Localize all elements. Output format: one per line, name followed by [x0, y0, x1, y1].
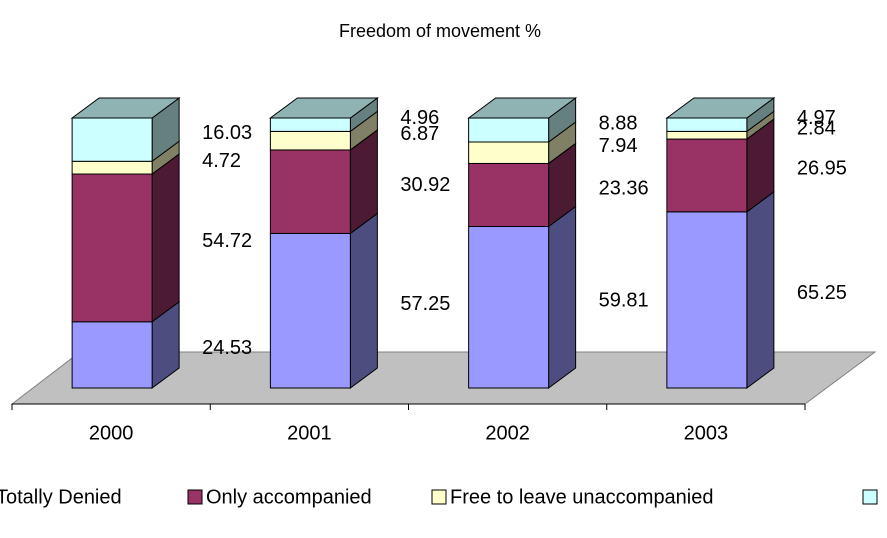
bar — [666, 117, 748, 132]
bar — [71, 173, 153, 323]
data-label: 6.87 — [400, 123, 439, 145]
legend-label: Free to leave unaccompanied — [450, 486, 714, 508]
bar-top — [467, 97, 578, 119]
x-tick-label: 2001 — [287, 422, 332, 444]
data-label: 24.53 — [202, 337, 252, 359]
data-label: 4.96 — [400, 107, 439, 129]
data-label: 23.36 — [599, 177, 649, 199]
bar-side — [151, 153, 180, 323]
legend-swatch — [187, 489, 203, 505]
bar — [269, 149, 351, 234]
bar — [71, 321, 153, 389]
x-tick-label: 2003 — [684, 422, 729, 444]
data-label: 4.72 — [202, 150, 241, 172]
bar-top — [268, 97, 379, 119]
bar — [71, 160, 153, 175]
bar — [666, 211, 748, 389]
bar — [468, 117, 550, 143]
bar — [468, 226, 550, 389]
bar-side — [746, 190, 775, 389]
data-label: 26.95 — [797, 158, 847, 180]
bar — [269, 117, 351, 132]
legend-swatch — [862, 489, 878, 505]
legend-swatch — [431, 489, 447, 505]
data-label: 2.84 — [797, 118, 836, 140]
bar — [468, 141, 550, 164]
data-label: 65.25 — [797, 282, 847, 304]
data-label: 59.81 — [599, 290, 649, 312]
legend-label: Totally Denied — [0, 486, 122, 508]
bar — [269, 130, 351, 151]
x-tick-label: 2000 — [89, 422, 134, 444]
data-label: 4.97 — [797, 107, 836, 129]
x-tick-label: 2002 — [485, 422, 530, 444]
bar-top — [665, 97, 776, 119]
chart-title: Freedom of movement % — [339, 21, 541, 41]
bar-side — [349, 212, 378, 389]
data-label: 57.25 — [400, 293, 450, 315]
data-label: 30.92 — [400, 174, 450, 196]
bar — [269, 232, 351, 389]
data-label: 8.88 — [599, 112, 638, 134]
legend-label: Only accompanied — [206, 486, 372, 508]
bar — [666, 138, 748, 213]
data-label: 16.03 — [202, 122, 252, 144]
data-label: 7.94 — [599, 135, 638, 157]
bar-top — [70, 97, 181, 119]
bar-side — [548, 205, 577, 389]
bar — [666, 130, 748, 140]
bar — [71, 117, 153, 162]
bar — [468, 162, 550, 228]
data-label: 54.72 — [202, 230, 252, 252]
